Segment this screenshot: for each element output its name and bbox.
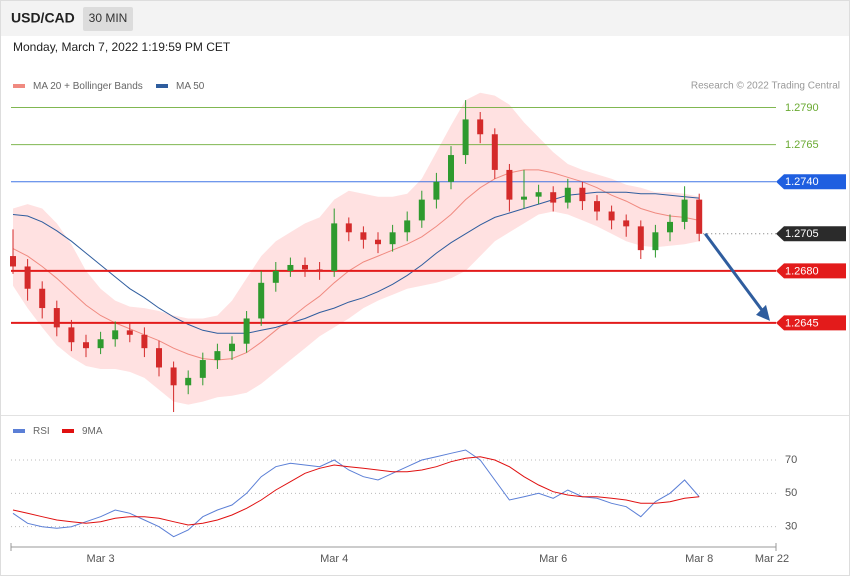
candle-body bbox=[141, 334, 148, 349]
legend-label: 9MA bbox=[82, 426, 103, 437]
candle-body bbox=[199, 360, 206, 378]
y-tick-label: 30 bbox=[785, 521, 797, 533]
level-label: 1.2680 bbox=[785, 265, 819, 277]
legend-label: MA 20 + Bollinger Bands bbox=[33, 81, 143, 92]
candle-body bbox=[696, 199, 703, 234]
candle-body bbox=[462, 119, 469, 156]
y-tick-label: 50 bbox=[785, 487, 797, 499]
symbol: USD/CAD bbox=[11, 10, 75, 26]
candle-body bbox=[331, 223, 338, 271]
x-tick-label: Mar 22 bbox=[755, 553, 789, 565]
legend-swatch bbox=[156, 84, 168, 88]
level-label: 1.2740 bbox=[785, 176, 819, 188]
candle-body bbox=[418, 199, 425, 221]
candle-body bbox=[404, 220, 411, 233]
candle-body bbox=[112, 330, 119, 340]
candle-body bbox=[258, 282, 265, 319]
forecast-arrow bbox=[703, 232, 766, 314]
candle-body bbox=[579, 187, 586, 202]
y-tick-label: 70 bbox=[785, 454, 797, 466]
x-tick-label: Mar 3 bbox=[87, 553, 115, 565]
candle-body bbox=[594, 201, 600, 212]
candle-body bbox=[535, 192, 542, 197]
level-label: 1.2705 bbox=[785, 228, 819, 240]
candle-body bbox=[652, 232, 659, 251]
bollinger-band bbox=[13, 92, 700, 405]
candle-body bbox=[68, 327, 75, 343]
level-label: 1.2645 bbox=[785, 317, 819, 329]
level-tag bbox=[776, 226, 846, 242]
candle-body bbox=[10, 256, 16, 267]
candle-body bbox=[126, 330, 133, 335]
candle-body bbox=[287, 264, 294, 271]
candle-body bbox=[272, 270, 279, 283]
level-tag bbox=[776, 315, 846, 331]
candle-body bbox=[24, 266, 31, 289]
candle-body bbox=[83, 342, 89, 349]
candle-body bbox=[550, 192, 557, 203]
candle-body bbox=[185, 377, 192, 386]
candle-body bbox=[97, 339, 104, 349]
indicator-line bbox=[12, 456, 700, 526]
forecast-arrowhead bbox=[756, 304, 770, 321]
candle-body bbox=[433, 181, 440, 200]
level-tag bbox=[776, 174, 846, 190]
candle-body bbox=[667, 221, 673, 233]
legend-swatch bbox=[13, 84, 25, 88]
candle-body bbox=[375, 239, 381, 245]
candle-body bbox=[229, 343, 235, 352]
candle-body bbox=[39, 288, 46, 309]
candle-body bbox=[389, 232, 396, 245]
credit: Research © 2022 Trading Central bbox=[691, 81, 840, 92]
candle-body bbox=[360, 232, 367, 240]
header-bar bbox=[1, 1, 849, 36]
candle-body bbox=[477, 119, 484, 135]
legend-swatch bbox=[62, 429, 74, 433]
candle-body bbox=[637, 226, 644, 251]
legend-label: MA 50 bbox=[176, 81, 205, 92]
candle-body bbox=[491, 134, 498, 170]
candle-body bbox=[243, 318, 250, 344]
x-tick-label: Mar 4 bbox=[320, 553, 348, 565]
legend-label: RSI bbox=[33, 426, 50, 437]
candle-body bbox=[345, 223, 352, 233]
timestamp: Monday, March 7, 2022 1:19:59 PM CET bbox=[13, 40, 231, 54]
candle-body bbox=[681, 199, 688, 222]
candle-body bbox=[623, 220, 630, 227]
interval-box bbox=[83, 7, 133, 31]
level-label: 1.2790 bbox=[785, 102, 819, 114]
interval: 30 MIN bbox=[89, 11, 128, 25]
candle-body bbox=[564, 187, 571, 203]
candle-body bbox=[302, 264, 308, 270]
candle-body bbox=[448, 155, 454, 182]
candle-body bbox=[506, 169, 513, 200]
x-tick-label: Mar 6 bbox=[539, 553, 567, 565]
candle-body bbox=[156, 348, 162, 368]
candle-body bbox=[608, 211, 615, 221]
legend-swatch bbox=[13, 429, 25, 433]
candle-body bbox=[214, 351, 221, 361]
level-tag bbox=[776, 263, 846, 279]
candle-body bbox=[170, 367, 177, 386]
x-tick-label: Mar 8 bbox=[685, 553, 713, 565]
candle-body bbox=[316, 269, 323, 271]
moving-average bbox=[12, 169, 700, 361]
candle-body bbox=[53, 308, 60, 328]
level-label: 1.2765 bbox=[785, 139, 819, 151]
candle-body bbox=[521, 196, 527, 200]
